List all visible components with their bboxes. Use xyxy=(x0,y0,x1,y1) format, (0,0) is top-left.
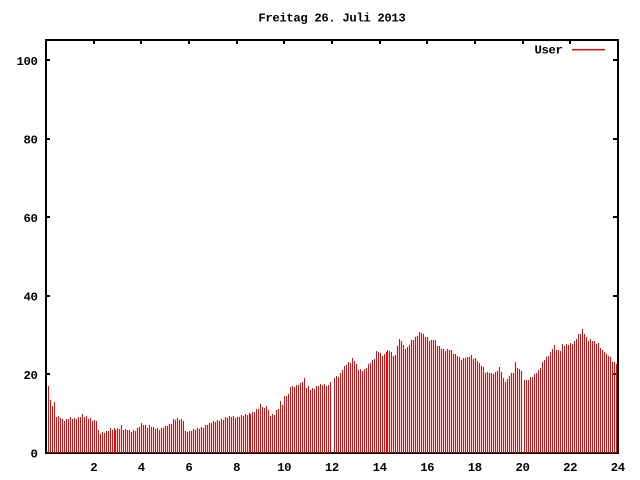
svg-text:18: 18 xyxy=(468,461,482,475)
svg-text:6: 6 xyxy=(185,461,192,475)
svg-text:0: 0 xyxy=(31,447,38,461)
svg-text:16: 16 xyxy=(420,461,434,475)
svg-text:20: 20 xyxy=(516,461,530,475)
svg-text:10: 10 xyxy=(277,461,291,475)
svg-text:4: 4 xyxy=(138,461,146,475)
svg-text:8: 8 xyxy=(233,461,240,475)
svg-text:2: 2 xyxy=(90,461,97,475)
svg-text:22: 22 xyxy=(563,461,577,475)
svg-text:20: 20 xyxy=(24,369,38,383)
svg-text:40: 40 xyxy=(24,290,38,304)
svg-text:100: 100 xyxy=(17,55,38,69)
svg-text:24: 24 xyxy=(611,461,626,475)
svg-text:User: User xyxy=(535,43,563,57)
svg-text:12: 12 xyxy=(325,461,339,475)
svg-text:60: 60 xyxy=(24,212,38,226)
svg-text:14: 14 xyxy=(373,461,388,475)
svg-text:80: 80 xyxy=(24,133,38,147)
svg-text:Freitag 26. Juli 2013: Freitag 26. Juli 2013 xyxy=(258,12,405,26)
